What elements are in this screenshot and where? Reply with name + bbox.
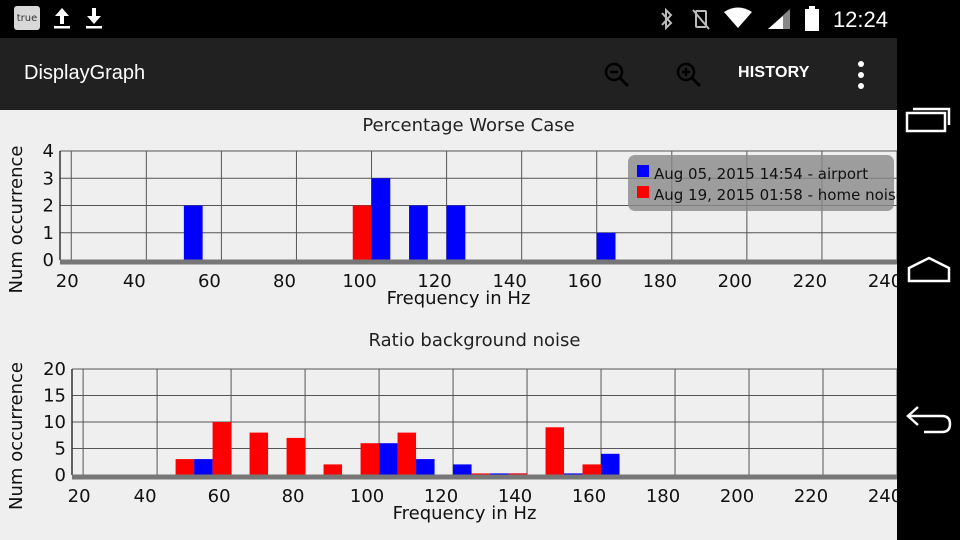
chart-2-bar-series1 — [379, 443, 398, 475]
chart-2-x-tick-label: 120 — [424, 486, 458, 507]
chart-1-bar-series2 — [352, 205, 372, 260]
bluetooth-icon — [661, 7, 673, 31]
chart-2-bar-series2 — [212, 422, 232, 475]
chart-1-x-tick-label: 60 — [198, 271, 221, 292]
chart-1-legend — [628, 155, 894, 211]
chart-1-legend-label: Aug 19, 2015 01:58 - home noise — [654, 186, 897, 204]
chart-1-y-tick-label: 3 — [43, 168, 54, 189]
recent-apps-button[interactable] — [897, 90, 960, 150]
chart-2-bar-series2 — [249, 432, 269, 475]
chart-2-x-tick-label: 180 — [646, 486, 680, 507]
chart-1-x-tick-label: 240 — [868, 271, 897, 292]
chart-2-x-tick-label: 80 — [282, 486, 305, 507]
chart-2-bar-series1 — [453, 464, 472, 475]
cell-signal-icon — [768, 9, 790, 29]
chart-1-bar-series1 — [409, 205, 428, 260]
chart-1-y-tick-label: 0 — [43, 250, 54, 271]
chart-1-x-tick-label: 80 — [273, 271, 296, 292]
chart-2-x-tick-label: 200 — [720, 486, 754, 507]
chart-1-x-tick-label: 220 — [793, 271, 827, 292]
zoom-out-icon[interactable] — [602, 60, 632, 90]
chart-2-y-tick-label: 5 — [55, 439, 66, 460]
chart-2-bar-series1 — [564, 473, 583, 475]
chart-1-x-tick-label: 40 — [123, 271, 146, 292]
chart-1-bar-series1 — [596, 232, 616, 260]
chart-2-y-tick-label: 20 — [43, 359, 66, 380]
chart-1-x-tick-label: 100 — [342, 271, 376, 292]
chart-1-x-tick-label: 120 — [417, 271, 451, 292]
chart-1-bar-series1 — [371, 178, 391, 260]
chart-2-y-tick-label: 0 — [55, 465, 66, 486]
navigation-bar — [897, 0, 960, 540]
chart-2-x-tick-label: 220 — [794, 486, 828, 507]
chart-1-y-tick-label: 1 — [43, 223, 54, 244]
chart-2-x-tick-label: 20 — [68, 486, 91, 507]
chart-2-bar-series1 — [490, 473, 509, 475]
chart-1-bar-series1 — [183, 205, 203, 260]
chart-1-legend-swatch — [637, 165, 649, 177]
home-icon — [907, 256, 950, 283]
chart-2-x-tick-label: 160 — [572, 486, 606, 507]
chart-2-bar-series1 — [601, 453, 620, 475]
chart-1-bar-series1 — [446, 205, 466, 260]
chart-1-legend-label: Aug 05, 2015 14:54 - airport — [654, 165, 868, 183]
history-button[interactable]: HISTORY — [738, 64, 810, 81]
chart-2-x-tick-label: 60 — [208, 486, 231, 507]
upload-icon — [54, 8, 70, 29]
chart-2-y-axis-label: Num occurrence — [6, 362, 27, 510]
chart-1-legend-swatch — [637, 186, 649, 198]
app-bar: DisplayGraph HISTORY — [0, 38, 897, 110]
chart-2-bar-series2 — [175, 459, 195, 475]
chart-1-y-tick-label: 2 — [43, 196, 54, 217]
chart-2-x-tick-label: 240 — [868, 486, 897, 507]
graph-content: Percentage Worse Case 20 40 60 80 100 120 140 16… — [0, 110, 897, 540]
chart-1-x-axis-label: Frequency in Hz — [387, 288, 531, 309]
chart-1-x-tick-label: 160 — [568, 271, 602, 292]
recent-apps-icon — [905, 107, 950, 133]
back-button[interactable] — [897, 390, 960, 450]
chart-2-bar-series2 — [360, 443, 380, 475]
chart-2-bar-series2 — [471, 473, 491, 475]
chart-1-x-tick-label: 200 — [718, 271, 752, 292]
vibrate-off-icon — [692, 9, 710, 30]
chart-2-bar-series2 — [323, 464, 343, 475]
chart-2-bar-series2 — [286, 437, 306, 475]
chart-2-bar-series2 — [508, 473, 528, 475]
chart-1-y-axis-label: Num occurrence — [6, 146, 27, 294]
chart-2-bar-series2 — [397, 432, 417, 475]
back-icon — [905, 406, 951, 434]
chart-2-bar-series2 — [545, 427, 565, 475]
chart-2-x-tick-label: 40 — [134, 486, 157, 507]
chart-2-bar-series1 — [416, 459, 435, 475]
chart-2-title: Ratio background noise — [369, 330, 581, 351]
home-button[interactable] — [897, 240, 960, 300]
chart-2-x-tick-label: 100 — [350, 486, 384, 507]
chart-1-title: Percentage Worse Case — [362, 115, 574, 136]
chart-2-x-axis-label: Frequency in Hz — [393, 503, 537, 524]
status-clock: 12:24 — [832, 7, 888, 32]
notification-icons: true — [14, 6, 104, 30]
battery-icon — [805, 6, 819, 31]
chart-2-y-tick-label: 15 — [43, 386, 66, 407]
chart-1-x-tick-label: 180 — [643, 271, 677, 292]
wifi-icon — [724, 7, 752, 28]
app-title: DisplayGraph — [24, 62, 146, 84]
chart-1-x-tick-label: 140 — [492, 271, 526, 292]
chart-2-bar-series2 — [582, 464, 602, 475]
download-icon — [86, 8, 102, 29]
true-app-icon: true — [14, 6, 40, 30]
chart-2-x-tick-label: 140 — [498, 486, 532, 507]
chart-2-bar-series1 — [194, 459, 213, 475]
status-bar: true 12:24 — [0, 0, 960, 38]
chart-1-y-tick-label: 4 — [43, 141, 54, 162]
zoom-in-icon[interactable] — [674, 60, 704, 90]
chart-2-y-tick-label: 10 — [43, 412, 66, 433]
chart-1-x-tick-label: 20 — [56, 271, 79, 292]
overflow-menu-icon[interactable] — [846, 58, 876, 92]
